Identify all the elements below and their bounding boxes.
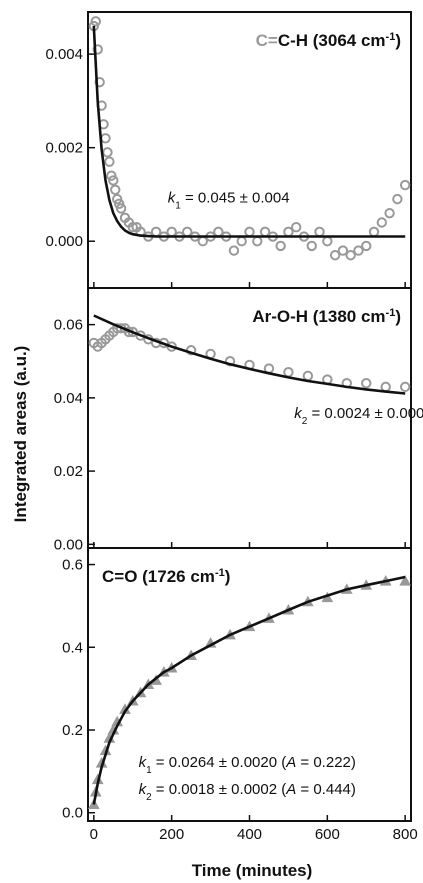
data-point (380, 381, 391, 393)
y-tick-label: 0.4 (62, 639, 83, 656)
data-point (102, 147, 113, 158)
data-point (337, 245, 349, 256)
panel-2: 0.00 0.02 0.04 0.06 Ar-O-H (1380 cm-1) k2 = 0… (54, 287, 423, 553)
data-point (329, 250, 341, 261)
data-point (302, 370, 314, 382)
data-point (399, 179, 411, 191)
data-point (353, 245, 364, 256)
data-point (376, 217, 388, 228)
annotation-A: A (285, 754, 296, 771)
y-tick-label: 0.2 (62, 722, 83, 739)
panel-label: Ar-O-H (1380 cm-1) (252, 307, 401, 326)
data-markers (88, 16, 411, 261)
x-tick-label: 0 (90, 826, 98, 843)
panel-label-sup: -1 (215, 567, 225, 579)
annotation-sub: 1 (146, 765, 152, 776)
annotation-A: A (285, 781, 296, 798)
panel-1: 0.000 0.002 0.004 C=C-H (3064 cm-1) k1 = 0.0… (45, 11, 412, 289)
annotation-k: k (139, 754, 148, 771)
fit-line (93, 314, 406, 395)
y-tick-label: 0.6 (62, 557, 83, 574)
data-point (306, 240, 317, 252)
data-point (361, 240, 372, 252)
panel-label-main: C-H (3064 cm (278, 31, 386, 50)
data-point (92, 44, 103, 55)
data-point (104, 156, 115, 167)
x-tick-label: 600 (315, 826, 340, 843)
panel-label-suffix: ) (395, 31, 401, 50)
y-tick-label: 0.000 (45, 233, 83, 250)
data-point (90, 16, 101, 27)
data-point (283, 367, 294, 378)
panel-label: C=O (1726 cm-1) (102, 567, 230, 586)
x-tick-label: 200 (159, 826, 184, 843)
annotation-sub: 1 (175, 200, 181, 211)
y-tick-label: 0.06 (54, 317, 83, 334)
data-point (236, 236, 247, 247)
y-tick-label: 0.02 (54, 463, 83, 480)
y-tick-label: 0.002 (45, 140, 83, 157)
panel-3: 0.00.20.40.6C=O (1726 cm-1)k1 = 0.0264 ±… (62, 547, 412, 822)
data-point (275, 240, 286, 252)
annotation-k: k (168, 189, 177, 206)
panel-label-main: C=O (1726 cm (102, 567, 215, 586)
data-point (100, 133, 111, 144)
y-tick-label: 0.0 (62, 805, 83, 822)
annotation-sub: 2 (302, 416, 308, 427)
fit-annotation: k1 = 0.0264 ± 0.0020 (A = 0.222) (139, 754, 356, 776)
data-point (252, 236, 263, 247)
annotation-text: = 0.0024 ± 0.0002 (307, 405, 423, 422)
annotation-text2: = 0.222) (296, 754, 356, 771)
panel-label-main: Ar-O-H (1380 cm (252, 307, 385, 326)
fit-line (92, 575, 406, 805)
data-point (244, 226, 255, 238)
data-markers (88, 323, 411, 393)
annotation-text: = 0.0018 ± 0.0002 ( (152, 781, 287, 798)
data-point (368, 226, 380, 238)
data-point (399, 381, 411, 393)
data-point (108, 175, 119, 186)
y-tick-label: 0.00 (54, 536, 83, 553)
data-point (290, 221, 302, 233)
data-point (228, 245, 240, 256)
annotation-text: = 0.0264 ± 0.0020 ( (152, 754, 287, 771)
data-point (399, 575, 412, 586)
data-point (345, 250, 356, 261)
panel-label-prefix: C= (256, 31, 278, 50)
panel-label-suffix: ) (225, 567, 231, 586)
annotation-sub: 2 (146, 792, 152, 803)
data-point (127, 221, 138, 233)
data-point (392, 193, 403, 205)
annotation-k: k (294, 405, 303, 422)
fit-annotation: k2 = 0.0018 ± 0.0002 (A = 0.444) (139, 781, 356, 803)
fit-annotation: k2 = 0.0024 ± 0.0002 (294, 405, 423, 427)
data-point (384, 207, 395, 219)
data-point (361, 378, 372, 389)
annotation-text2: = 0.444) (296, 781, 356, 798)
annotation-k: k (139, 781, 148, 798)
y-axis-title: Integrated areas (a.u.) (11, 346, 30, 523)
fit-line (92, 25, 406, 238)
x-axis-title: Time (minutes) (192, 861, 313, 880)
y-tick-label: 0.04 (54, 390, 83, 407)
panel-label-sup: -1 (386, 307, 396, 319)
panel-label-sup: -1 (386, 31, 396, 43)
data-point (110, 184, 121, 195)
data-point (322, 236, 333, 247)
data-point (115, 203, 127, 214)
data-point (314, 226, 325, 238)
x-tick-label: 400 (237, 826, 262, 843)
annotation-text: = 0.045 ± 0.004 (181, 189, 290, 206)
panel-label-suffix: ) (395, 307, 401, 326)
data-markers (87, 575, 412, 809)
panel-label: C=C-H (3064 cm-1) (256, 31, 401, 50)
x-tick-label: 800 (393, 826, 418, 843)
y-tick-label: 0.004 (45, 46, 83, 63)
fit-annotation: k1 = 0.045 ± 0.004 (168, 189, 290, 211)
